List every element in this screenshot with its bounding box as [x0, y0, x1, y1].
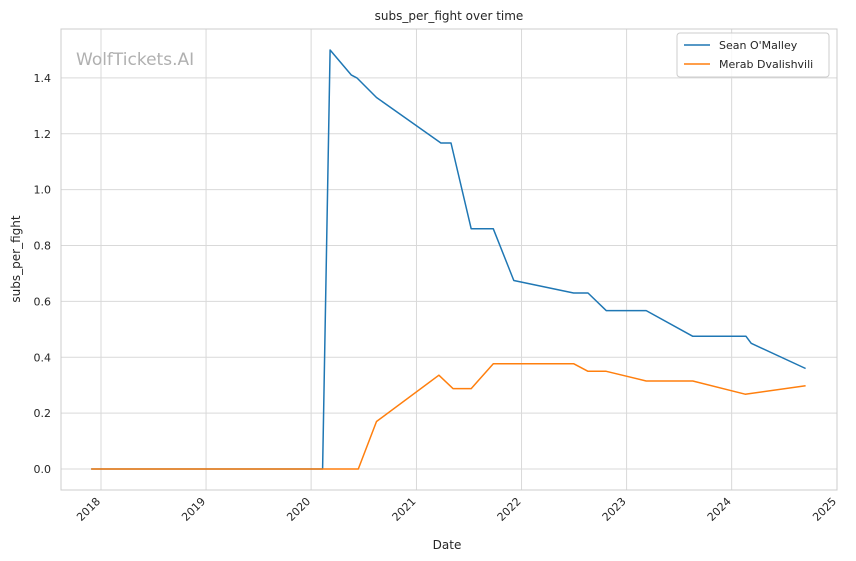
chart-title: subs_per_fight over time [375, 9, 524, 23]
y-tick-label: 0.2 [34, 407, 52, 420]
watermark-text: WolfTickets.AI [76, 50, 194, 70]
plot-frame [60, 28, 838, 491]
grid-lines [61, 29, 838, 490]
y-tick-labels: 0.0 0.2 0.4 0.6 0.8 1.0 1.2 1.4 [34, 72, 52, 476]
y-tick-label: 0.6 [34, 295, 52, 308]
y-tick-label: 0.8 [34, 240, 52, 253]
y-tick-label: 1.2 [34, 128, 52, 141]
series-line-merab-dvalishvili [91, 362, 806, 470]
y-tick-label: 1.4 [34, 72, 52, 85]
legend-label-sean-omalley: Sean O'Malley [719, 39, 798, 52]
legend: Sean O'Malley Merab Dvalishvili [676, 32, 830, 78]
x-axis-label: Date [433, 538, 462, 552]
legend-box [676, 32, 830, 78]
y-tick-label: 0.4 [34, 351, 52, 364]
y-axis-label: subs_per_fight [9, 215, 23, 302]
y-tick-label: 1.0 [34, 184, 52, 197]
series-line-sean-o-malley [91, 49, 806, 470]
series-layer [91, 49, 806, 470]
y-tick-label: 0.0 [34, 463, 52, 476]
legend-label-merab-dvalishvili: Merab Dvalishvili [719, 58, 813, 71]
